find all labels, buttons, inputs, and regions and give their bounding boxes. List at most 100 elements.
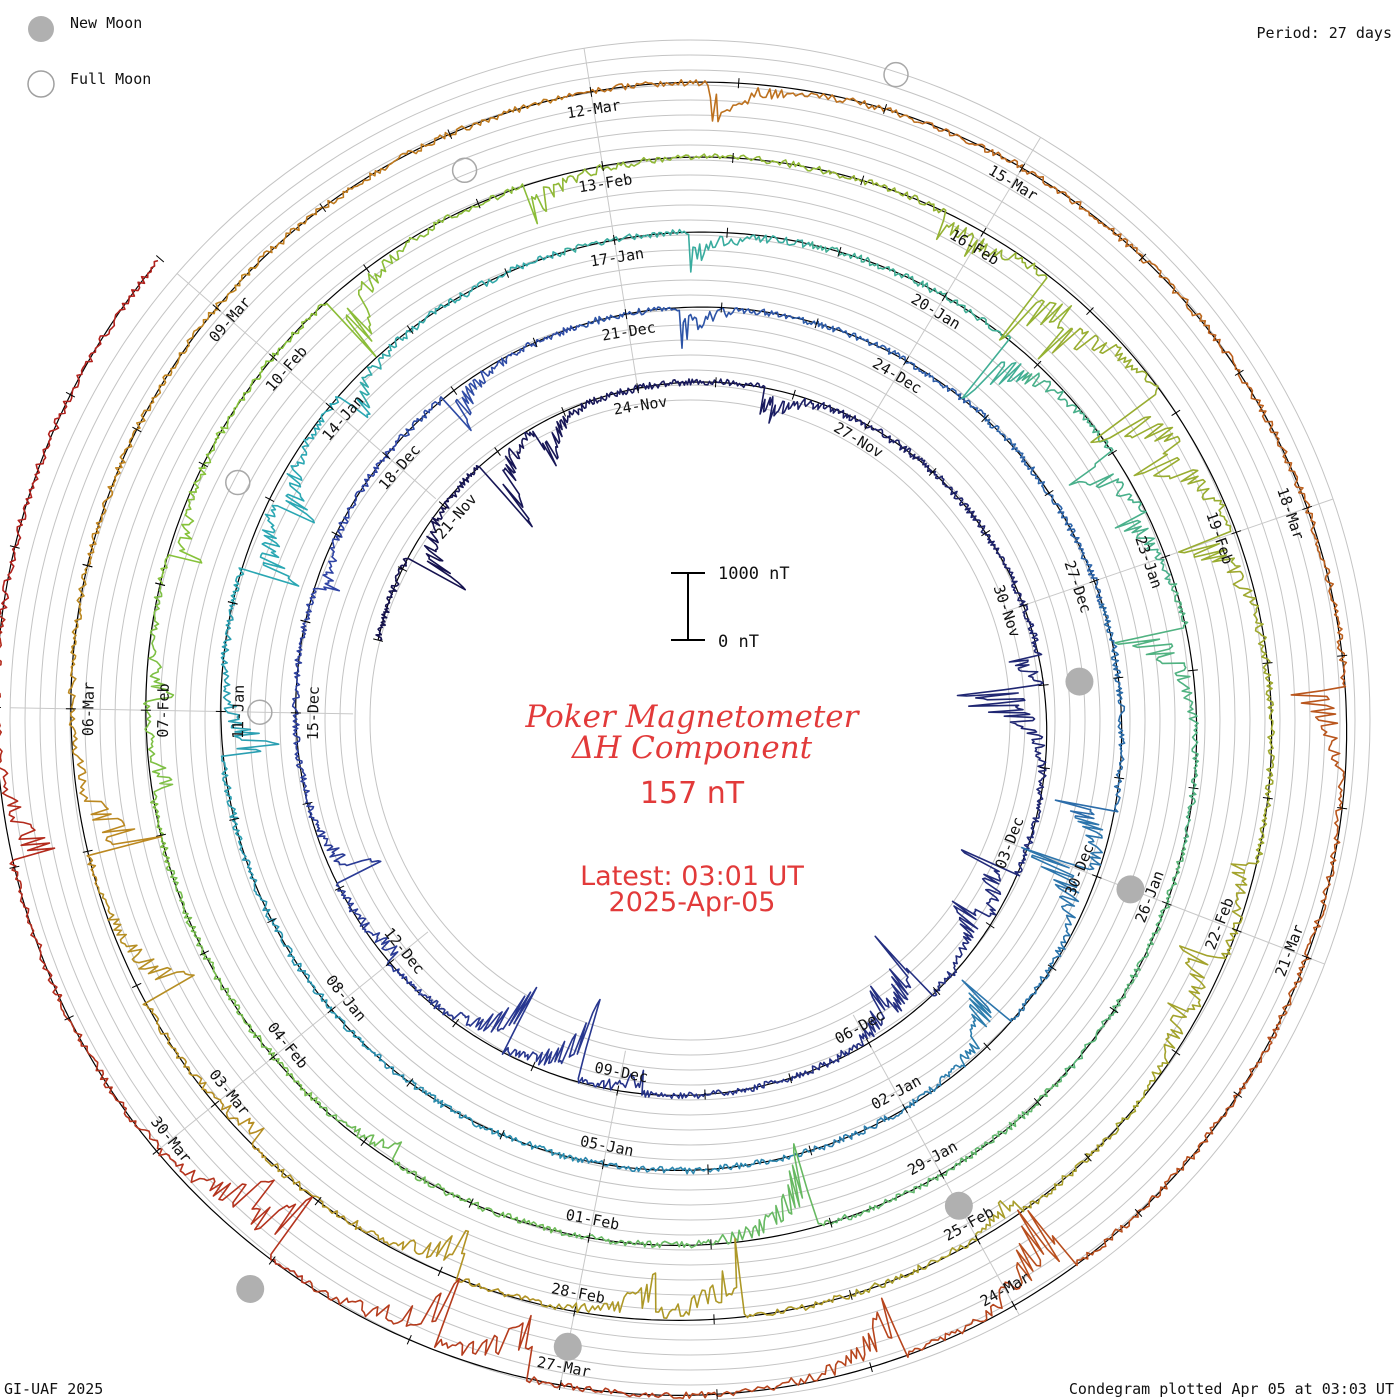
day-tick (985, 922, 995, 929)
day-tick (360, 1137, 368, 1147)
day-tick (726, 227, 729, 238)
trace-segment (0, 259, 159, 616)
day-tick (1337, 807, 1348, 810)
chart-subtitle: ΔH Component (571, 730, 813, 766)
day-tick (397, 566, 408, 572)
date-label: 06-Dec (832, 1006, 888, 1048)
day-tick (616, 1085, 620, 1096)
day-tick (636, 383, 639, 394)
trace-segment (398, 325, 580, 438)
grid-ring (189, 219, 1191, 1221)
new-moon-marker (944, 1191, 973, 1220)
day-tick (331, 531, 341, 537)
day-tick (363, 264, 370, 273)
day-tick (300, 619, 311, 624)
date-label: 01-Feb (564, 1206, 621, 1234)
day-tick (732, 152, 734, 163)
new-moon-marker (1116, 875, 1145, 904)
day-tick (1187, 669, 1198, 672)
day-tick (928, 468, 937, 476)
trace-segment (564, 79, 918, 123)
day-tick (210, 1100, 220, 1108)
day-tick (334, 885, 345, 891)
trace-segment (1114, 583, 1200, 846)
date-label: 06-Mar (79, 682, 98, 736)
grid-ring (324, 354, 1056, 1086)
day-tick (1233, 1091, 1243, 1098)
day-tick (452, 1018, 460, 1028)
trace-segment (165, 867, 319, 1104)
day-tick (155, 582, 166, 586)
day-tick (9, 865, 20, 869)
date-label: 17-Jan (589, 244, 645, 270)
grid-ring (144, 174, 1236, 1266)
day-tick (837, 246, 842, 257)
trace-segment (951, 807, 1042, 977)
day-tick (1086, 307, 1094, 316)
day-tick (561, 406, 566, 417)
trace-segment (852, 1133, 1116, 1297)
day-tick (155, 255, 165, 263)
date-label: 24-Nov (612, 392, 668, 418)
grid-ring (264, 294, 1116, 1146)
day-tick (1301, 954, 1312, 960)
day-tick (268, 1256, 276, 1265)
day-tick (860, 175, 865, 186)
trace-segment (1207, 329, 1348, 667)
day-tick (267, 917, 277, 924)
day-tick (1188, 786, 1199, 790)
trace-segment (1015, 1024, 1280, 1287)
day-tick (814, 318, 819, 329)
day-tick (983, 1042, 991, 1051)
day-tick (791, 389, 796, 400)
date-label: 07-Feb (154, 683, 173, 737)
day-tick (227, 601, 238, 605)
day-tick (269, 1053, 278, 1061)
day-tick (499, 1130, 505, 1140)
trace-segment (791, 316, 987, 419)
day-tick (601, 160, 604, 171)
trace-segment (316, 824, 423, 996)
day-tick (902, 1104, 908, 1114)
day-tick (450, 386, 458, 395)
full-moon-marker (883, 61, 909, 88)
day-tick (9, 545, 20, 549)
day-tick (1039, 766, 1050, 770)
trace-segment (811, 992, 992, 1152)
trace-segment (256, 95, 565, 267)
trace-segment (597, 1069, 793, 1100)
day-tick (406, 1078, 414, 1087)
day-tick (864, 420, 871, 430)
day-tick (1038, 684, 1049, 687)
day-tick (981, 530, 991, 537)
day-tick (869, 1362, 873, 1373)
date-label: 21-Dec (601, 318, 657, 344)
trace-segment (791, 935, 952, 1081)
trace-segment (291, 183, 548, 358)
day-tick (1091, 874, 1102, 879)
trace-segment (541, 1237, 854, 1319)
day-tick (573, 1306, 577, 1317)
trace-segment (558, 228, 811, 273)
trace-segment (559, 1143, 833, 1249)
grid-ring (369, 399, 1011, 1041)
grid-ring (309, 339, 1071, 1101)
current-value: 157 nT (640, 776, 745, 811)
day-tick (1171, 1049, 1181, 1056)
grid-spoke (10, 707, 354, 715)
trace-segment (57, 994, 314, 1284)
trace-segment (1226, 565, 1276, 865)
trace-segment (0, 615, 62, 996)
trace-segment (308, 1277, 668, 1399)
scale-bottom-label: 0 nT (718, 632, 759, 652)
trace-segment (1051, 327, 1237, 567)
trace-segment (239, 845, 371, 1051)
moon-layer (225, 61, 1145, 1361)
trace-segment (230, 396, 371, 605)
day-tick (828, 1217, 833, 1228)
trace-segment (455, 396, 601, 528)
day-tick (980, 227, 987, 237)
grid-ring (114, 144, 1266, 1296)
day-tick (1161, 901, 1172, 906)
date-label: 30-Nov (990, 583, 1025, 640)
